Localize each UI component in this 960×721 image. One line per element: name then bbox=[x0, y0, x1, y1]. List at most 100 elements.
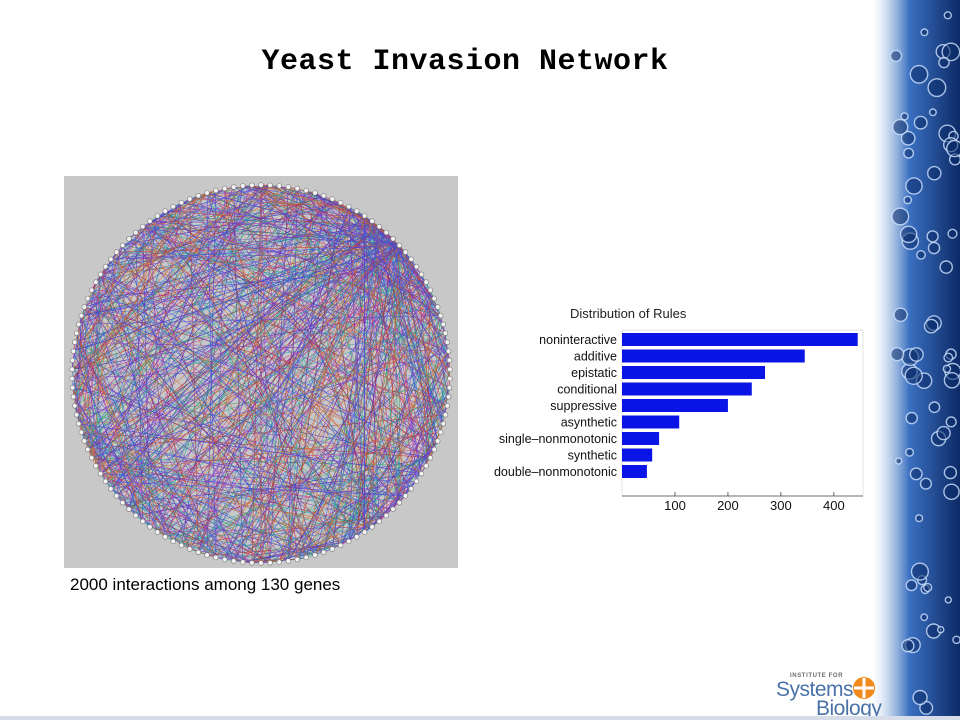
network-node bbox=[424, 280, 429, 285]
network-node bbox=[76, 322, 81, 327]
network-node bbox=[384, 230, 389, 235]
network-node bbox=[441, 322, 446, 327]
network-node bbox=[82, 305, 87, 310]
network-node bbox=[127, 236, 132, 241]
network-node bbox=[114, 494, 119, 499]
network-node bbox=[330, 197, 335, 202]
cell-shape bbox=[906, 449, 914, 457]
cell-shape bbox=[938, 627, 944, 633]
network-node bbox=[133, 230, 138, 235]
network-node bbox=[85, 296, 90, 301]
bar bbox=[622, 432, 659, 445]
network-node bbox=[362, 530, 367, 535]
bar bbox=[622, 333, 858, 346]
x-tick-label: 100 bbox=[664, 498, 686, 513]
network-node bbox=[354, 209, 359, 214]
network-node bbox=[313, 553, 318, 558]
network-node bbox=[438, 430, 443, 435]
category-label: synthetic bbox=[568, 449, 617, 463]
network-node bbox=[250, 560, 255, 565]
category-label: conditional bbox=[557, 383, 617, 397]
cell-shape bbox=[947, 141, 960, 157]
network-node bbox=[93, 464, 98, 469]
cell-shape bbox=[916, 515, 923, 522]
network-node bbox=[89, 288, 94, 293]
category-label: additive bbox=[574, 350, 617, 364]
cell-shape bbox=[901, 113, 908, 120]
network-node bbox=[205, 553, 210, 558]
network-node bbox=[268, 183, 273, 188]
cell-shape bbox=[910, 348, 923, 361]
chart-title: Distribution of Rules bbox=[570, 306, 686, 321]
network-node bbox=[205, 191, 210, 196]
network-node bbox=[370, 219, 375, 224]
cell-shape bbox=[953, 636, 960, 643]
network-node bbox=[196, 550, 201, 555]
network-node bbox=[441, 421, 446, 426]
network-node bbox=[419, 272, 424, 277]
network-node bbox=[330, 547, 335, 552]
cell-shape bbox=[944, 373, 959, 388]
network-node bbox=[140, 519, 145, 524]
cell-shape bbox=[910, 66, 927, 83]
cell-shape bbox=[912, 563, 929, 580]
cell-shape bbox=[902, 640, 914, 652]
network-node bbox=[384, 513, 389, 518]
logo-cross-h bbox=[854, 687, 874, 690]
network-node bbox=[397, 500, 402, 505]
rules-bar-chart: noninteractiveadditiveepistaticcondition… bbox=[460, 326, 870, 516]
cell-shape bbox=[913, 691, 927, 705]
network-node bbox=[346, 204, 351, 209]
network-node bbox=[71, 394, 76, 399]
network-node bbox=[140, 224, 145, 229]
network-node bbox=[259, 561, 264, 566]
network-node bbox=[397, 243, 402, 248]
cell-shape bbox=[896, 458, 902, 464]
cell-shape bbox=[892, 208, 909, 225]
network-node bbox=[114, 250, 119, 255]
network-graph bbox=[64, 176, 458, 568]
bar bbox=[622, 383, 752, 396]
network-node bbox=[76, 421, 81, 426]
network-node bbox=[432, 447, 437, 452]
network-node bbox=[187, 197, 192, 202]
category-label: noninteractive bbox=[539, 333, 617, 347]
network-node bbox=[432, 296, 437, 301]
network-node bbox=[259, 183, 264, 188]
category-label: double–nonmonotonic bbox=[494, 465, 617, 479]
cell-shape bbox=[924, 584, 932, 592]
cell-shape bbox=[945, 597, 951, 603]
cell-shape bbox=[939, 57, 949, 67]
network-node bbox=[377, 519, 382, 524]
cell-shape bbox=[944, 12, 951, 19]
network-node bbox=[98, 471, 103, 476]
network-node bbox=[71, 349, 76, 354]
cell-shape bbox=[904, 196, 911, 203]
cell-shape bbox=[901, 226, 917, 242]
cell-shape bbox=[937, 427, 950, 440]
network-node bbox=[148, 525, 153, 530]
cell-shape bbox=[928, 79, 946, 97]
network-node bbox=[222, 557, 227, 562]
network-node bbox=[163, 209, 168, 214]
network-node bbox=[428, 455, 433, 460]
network-node bbox=[79, 430, 84, 435]
network-node bbox=[438, 313, 443, 318]
network-node bbox=[120, 243, 125, 248]
cell-shape bbox=[891, 348, 904, 361]
network-node bbox=[391, 236, 396, 241]
category-label: asynthetic bbox=[561, 416, 617, 430]
network-node bbox=[72, 403, 77, 408]
cell-shape bbox=[893, 120, 908, 135]
network-node bbox=[391, 507, 396, 512]
network-node bbox=[85, 447, 90, 452]
network-node bbox=[70, 376, 75, 381]
network-node bbox=[277, 184, 282, 189]
network-node bbox=[443, 412, 448, 417]
network-node bbox=[448, 376, 453, 381]
network-node bbox=[377, 224, 382, 229]
network-node bbox=[414, 479, 419, 484]
network-node bbox=[447, 385, 452, 390]
network-node bbox=[155, 214, 160, 219]
cell-shape bbox=[927, 231, 938, 242]
